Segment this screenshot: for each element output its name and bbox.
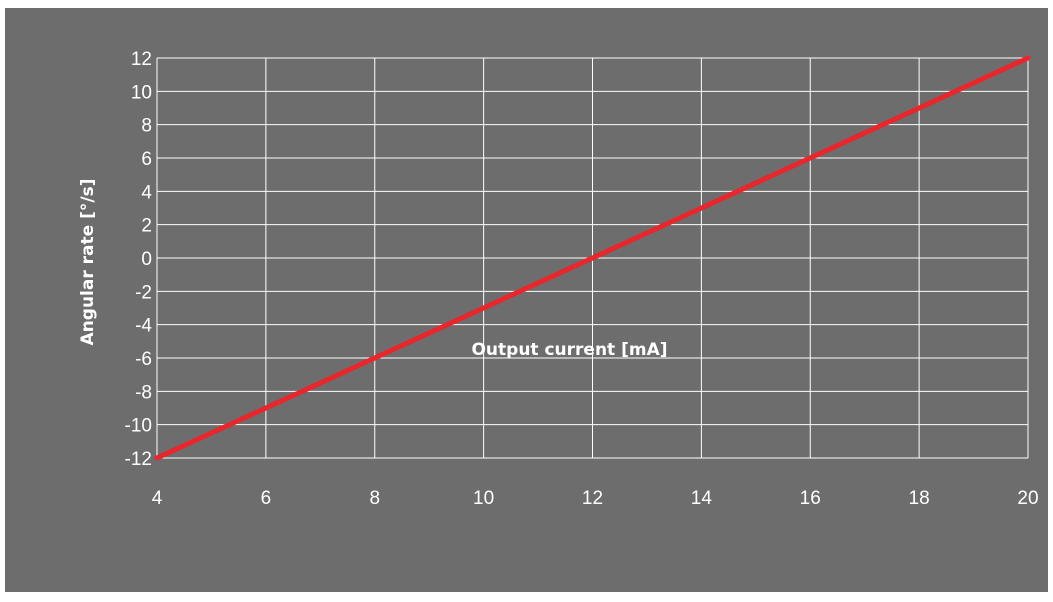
chart-svg: 4 6 8 10 12 14 16 18 20 121086420-2-4-6-8-10-12 … xyxy=(78,49,1039,509)
x-tick-label: 18 xyxy=(909,488,930,509)
x-tick-label: 10 xyxy=(473,488,494,509)
y-tick-label: 4 xyxy=(141,182,152,203)
y-tick-label: 0 xyxy=(141,249,152,270)
y-tick-label: -4 xyxy=(135,316,152,337)
y-tick-label: -6 xyxy=(135,349,152,370)
y-tick-label: -2 xyxy=(135,282,152,303)
series-layer xyxy=(154,55,1031,461)
x-tick-label: 6 xyxy=(261,488,272,509)
y-tick-label: 2 xyxy=(141,216,152,237)
x-tick-label: 8 xyxy=(369,488,380,509)
x-tick-labels: 4 6 8 10 12 14 16 18 20 xyxy=(152,488,1039,509)
chart-panel: 4 6 8 10 12 14 16 18 20 12 10 8 6 4 2 0 -2 -4 -6 -8 -10 -12 … xyxy=(5,8,1048,592)
y-tick-label: 6 xyxy=(141,149,152,170)
y-tick-label: -12 xyxy=(125,449,152,470)
y-tick-labels: 12 10 8 6 4 2 0 -2 -4 -6 -8 -10 -12 xyxy=(125,49,153,470)
x-tick-label: 16 xyxy=(800,488,821,509)
x-tick-label: 12 xyxy=(582,488,603,509)
series-line xyxy=(154,55,1031,461)
x-tick-label: 4 xyxy=(152,488,163,509)
y-tick-label: -8 xyxy=(135,382,152,403)
y-axis-title: Angular rate [°/s] xyxy=(78,179,98,346)
x-tick-label: 20 xyxy=(1017,488,1038,509)
y-tick-label: 8 xyxy=(141,116,152,137)
y-tick-label: 12 xyxy=(131,49,152,70)
x-tick-label: 14 xyxy=(691,488,713,509)
y-tick-label: 10 xyxy=(131,82,152,103)
y-tick-label: -10 xyxy=(125,416,152,437)
x-axis-title: Output current [mA] xyxy=(471,340,667,360)
